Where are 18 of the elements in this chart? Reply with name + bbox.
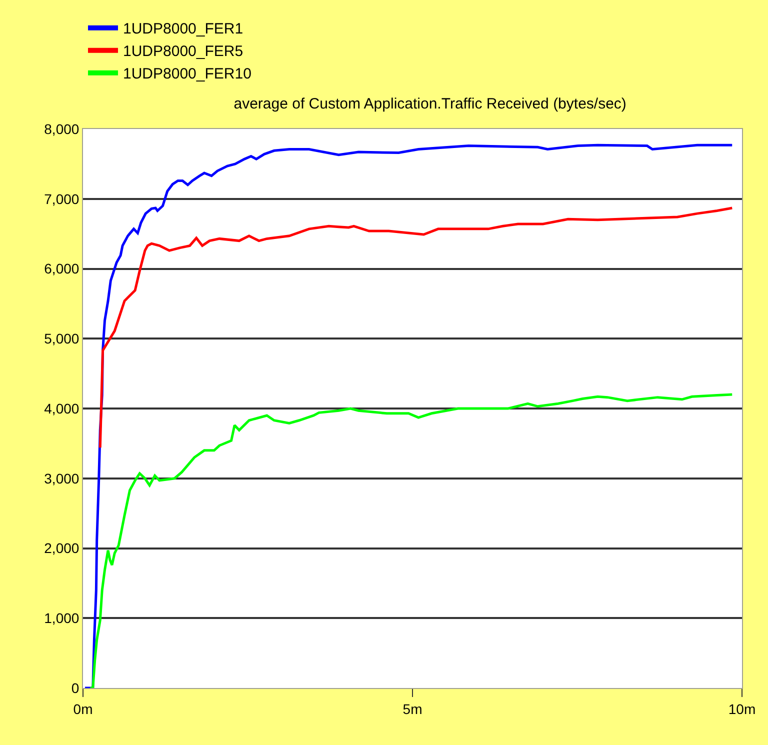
chart-title: average of Custom Application.Traffic Received (bytes/sec) — [234, 96, 626, 112]
line-series — [89, 393, 734, 688]
y-tick-label: 0 — [71, 680, 80, 696]
y-tick-label: 8,000 — [44, 120, 80, 137]
y-tick-label: 3,000 — [44, 470, 80, 486]
y-tick-label: 4,000 — [44, 400, 80, 416]
y-tick-label: 6,000 — [44, 260, 80, 277]
y-tick-label: 5,000 — [44, 330, 80, 347]
x-tick-label: 10m — [728, 700, 756, 717]
x-tick-label: 5m — [402, 700, 422, 717]
legend-label: 1UDP8000_FER10 — [123, 66, 252, 83]
x-tick-label: 0m — [73, 700, 93, 717]
line-series — [98, 206, 734, 449]
legend-label: 1UDP8000_FER5 — [123, 43, 244, 60]
y-tick-label: 7,000 — [44, 190, 80, 207]
y-tick-label: 1,000 — [44, 610, 80, 626]
legend-label: 1UDP8000_FER1 — [123, 20, 244, 38]
y-tick-label: 2,000 — [44, 540, 80, 556]
